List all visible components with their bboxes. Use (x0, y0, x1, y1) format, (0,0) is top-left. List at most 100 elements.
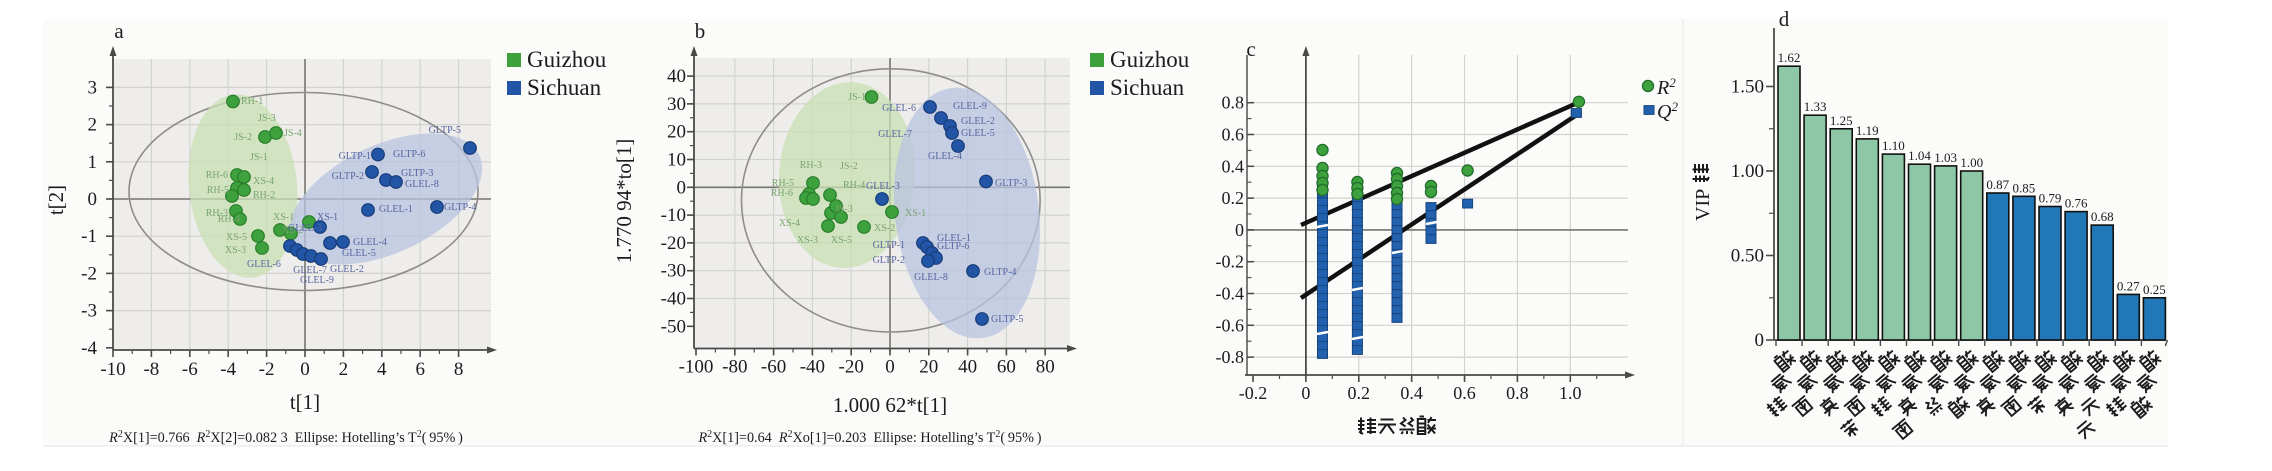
svg-text:-4: -4 (220, 359, 236, 380)
svg-text:b: b (695, 19, 706, 43)
svg-text:RH-2: RH-2 (253, 190, 275, 201)
svg-text:JS-3: JS-3 (258, 113, 276, 124)
svg-text:-8: -8 (143, 359, 159, 380)
svg-text:-20: -20 (839, 357, 864, 378)
svg-text:GLEL-6: GLEL-6 (247, 259, 281, 270)
svg-text:-0.6: -0.6 (1216, 315, 1245, 335)
svg-text:t[1]: t[1] (290, 390, 320, 414)
svg-text:GLTP-3: GLTP-3 (995, 178, 1027, 189)
svg-text:2: 2 (339, 359, 349, 380)
svg-text:RH-6: RH-6 (206, 170, 228, 181)
svg-text:-20: -20 (661, 233, 686, 254)
svg-text:GLTP-4: GLTP-4 (444, 202, 476, 213)
svg-text:0.6: 0.6 (1222, 125, 1245, 145)
svg-text:0: 0 (300, 359, 310, 380)
svg-text:GLEL-8: GLEL-8 (914, 272, 948, 283)
svg-text:XS-3: XS-3 (797, 235, 818, 246)
svg-text:-2: -2 (81, 263, 97, 284)
svg-text:JS-1: JS-1 (848, 92, 866, 103)
svg-text:XS-1: XS-1 (273, 212, 294, 223)
svg-text:JS-1: JS-1 (250, 152, 268, 163)
svg-text:80: 80 (1036, 357, 1055, 378)
svg-text:40: 40 (958, 357, 977, 378)
svg-text:0.79: 0.79 (2039, 191, 2062, 206)
svg-text:GLTP-6: GLTP-6 (393, 149, 425, 160)
svg-text:30: 30 (667, 94, 686, 115)
svg-text:R2X[1]=0.766 R2X[2]=0.082 3: R2X[1]=0.766 R2X[2]=0.082 3 Ellipse: Hot… (108, 429, 463, 446)
svg-text:Guizhou: Guizhou (1110, 47, 1190, 72)
svg-text:JS-3: JS-3 (835, 204, 853, 215)
svg-text:GLEL-7: GLEL-7 (293, 265, 327, 276)
svg-text:1.33: 1.33 (1804, 99, 1827, 114)
svg-text:0.8: 0.8 (1506, 383, 1529, 403)
svg-text:6: 6 (415, 359, 425, 380)
svg-text:40: 40 (667, 66, 686, 87)
svg-text:RH-5: RH-5 (207, 185, 229, 196)
svg-text:GLEL-2: GLEL-2 (330, 264, 364, 275)
svg-text:-10: -10 (661, 205, 686, 226)
svg-text:-80: -80 (722, 357, 747, 378)
svg-text:XS-4: XS-4 (253, 176, 274, 187)
svg-text:1.04: 1.04 (1908, 148, 1931, 163)
svg-text:GLEL-9: GLEL-9 (300, 275, 334, 286)
svg-text:0: 0 (1235, 220, 1244, 240)
svg-text:0: 0 (1755, 330, 1765, 351)
svg-text:RH-5: RH-5 (772, 178, 794, 189)
svg-text:-30: -30 (661, 261, 686, 282)
svg-text:JS-2: JS-2 (840, 161, 858, 172)
svg-text:GLTP-6: GLTP-6 (937, 241, 969, 252)
svg-text:8: 8 (454, 359, 464, 380)
svg-text:RH-3: RH-3 (800, 160, 822, 171)
svg-text:XS-2: XS-2 (874, 223, 895, 234)
svg-text:RH-1: RH-1 (241, 96, 263, 107)
svg-text:t[2]: t[2] (44, 185, 68, 215)
svg-text:1.00: 1.00 (1960, 155, 1983, 170)
svg-text:0: 0 (885, 357, 895, 378)
svg-text:RH-6: RH-6 (771, 188, 793, 199)
svg-text:GLEL-4: GLEL-4 (928, 151, 962, 162)
svg-text:RH-3: RH-3 (206, 208, 228, 219)
svg-text:-40: -40 (800, 357, 825, 378)
svg-text:-3: -3 (81, 301, 97, 322)
svg-text:c: c (1246, 37, 1255, 61)
svg-text:GLTP-2: GLTP-2 (873, 255, 905, 266)
svg-text:GLTP-5: GLTP-5 (429, 125, 461, 136)
svg-text:GLTP-1: GLTP-1 (873, 240, 905, 251)
svg-text:XS-2: XS-2 (282, 225, 303, 236)
svg-text:1.0: 1.0 (1559, 383, 1582, 403)
svg-text:GLTP-2: GLTP-2 (332, 171, 364, 182)
svg-text:1: 1 (88, 152, 98, 173)
svg-text:0: 0 (1301, 383, 1310, 403)
svg-text:0.76: 0.76 (2065, 196, 2088, 211)
svg-text:0: 0 (677, 177, 687, 198)
svg-text:-0.2: -0.2 (1216, 252, 1245, 272)
svg-text:-6: -6 (182, 359, 198, 380)
svg-text:4: 4 (377, 359, 387, 380)
svg-text:60: 60 (997, 357, 1016, 378)
svg-text:GLEL-5: GLEL-5 (961, 128, 995, 139)
svg-text:GLTP-1: GLTP-1 (339, 151, 371, 162)
svg-text:0.25: 0.25 (2143, 282, 2166, 297)
svg-text:0.4: 0.4 (1222, 156, 1245, 176)
svg-text:1.25: 1.25 (1830, 113, 1853, 128)
svg-text:Sichuan: Sichuan (1110, 75, 1185, 100)
svg-text:0.50: 0.50 (1731, 246, 1764, 267)
svg-text:1.19: 1.19 (1856, 123, 1879, 138)
svg-text:VIP: VIP (1692, 189, 1714, 221)
svg-text:GLEL-1: GLEL-1 (379, 204, 413, 215)
svg-text:XS-4: XS-4 (779, 218, 800, 229)
svg-text:0.85: 0.85 (2013, 180, 2036, 195)
svg-text:-0.2: -0.2 (1239, 383, 1268, 403)
svg-text:1.50: 1.50 (1731, 77, 1764, 98)
svg-text:GLEL-7: GLEL-7 (878, 129, 912, 140)
svg-text:XS-1: XS-1 (905, 208, 926, 219)
svg-text:3: 3 (88, 77, 98, 98)
svg-text:0: 0 (88, 189, 98, 210)
svg-text:1.000 62*t[1]: 1.000 62*t[1] (833, 393, 947, 417)
svg-text:XS-1: XS-1 (317, 212, 338, 223)
svg-text:0.68: 0.68 (2091, 209, 2114, 224)
svg-text:0.8: 0.8 (1222, 93, 1245, 113)
svg-text:-1: -1 (81, 226, 97, 247)
svg-text:0.4: 0.4 (1400, 383, 1423, 403)
svg-text:RH-4: RH-4 (218, 214, 240, 225)
